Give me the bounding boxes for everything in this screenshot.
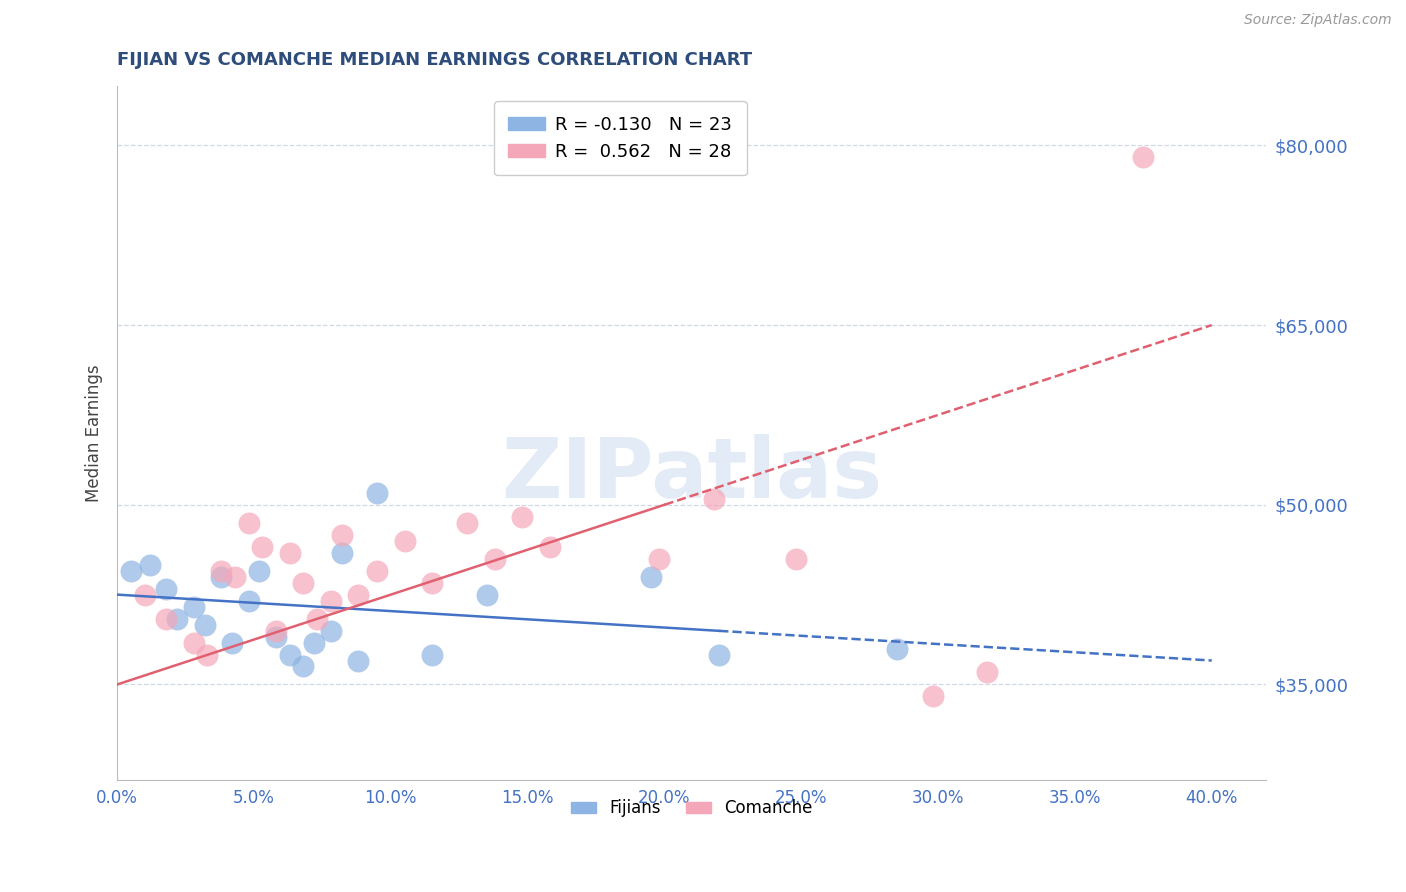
Point <box>166 611 188 625</box>
Point <box>420 648 443 662</box>
Point <box>264 624 287 638</box>
Point <box>264 630 287 644</box>
Point <box>155 582 177 596</box>
Point <box>330 527 353 541</box>
Point <box>278 546 301 560</box>
Point <box>456 516 478 530</box>
Point <box>921 690 943 704</box>
Point <box>394 533 416 548</box>
Point <box>249 564 271 578</box>
Point <box>292 659 315 673</box>
Point <box>648 551 671 566</box>
Point <box>366 485 388 500</box>
Point <box>510 509 533 524</box>
Legend: Fijians, Comanche: Fijians, Comanche <box>564 793 820 824</box>
Point <box>347 588 370 602</box>
Point <box>209 569 232 583</box>
Point <box>319 593 342 607</box>
Point <box>484 551 506 566</box>
Point <box>319 624 342 638</box>
Point <box>238 516 260 530</box>
Point <box>703 491 725 506</box>
Text: ZIPatlas: ZIPatlas <box>502 434 883 515</box>
Point <box>886 641 908 656</box>
Text: Source: ZipAtlas.com: Source: ZipAtlas.com <box>1244 13 1392 28</box>
Point <box>976 665 998 680</box>
Point <box>709 648 731 662</box>
Point <box>366 564 388 578</box>
Point <box>155 611 177 625</box>
Point <box>1132 150 1154 164</box>
Point <box>209 564 232 578</box>
Point <box>347 653 370 667</box>
Text: FIJIAN VS COMANCHE MEDIAN EARNINGS CORRELATION CHART: FIJIAN VS COMANCHE MEDIAN EARNINGS CORRE… <box>117 51 752 69</box>
Point <box>640 569 662 583</box>
Point <box>305 611 328 625</box>
Point <box>224 569 246 583</box>
Point <box>292 575 315 590</box>
Point <box>134 588 156 602</box>
Point <box>252 540 274 554</box>
Point <box>475 588 498 602</box>
Point <box>330 546 353 560</box>
Point <box>221 635 243 649</box>
Point <box>139 558 162 572</box>
Point <box>278 648 301 662</box>
Point <box>183 635 205 649</box>
Point <box>420 575 443 590</box>
Point <box>194 617 217 632</box>
Point <box>183 599 205 614</box>
Point <box>302 635 325 649</box>
Point <box>238 593 260 607</box>
Point <box>197 648 219 662</box>
Point <box>785 551 807 566</box>
Point <box>538 540 561 554</box>
Y-axis label: Median Earnings: Median Earnings <box>86 364 103 501</box>
Point <box>120 564 142 578</box>
